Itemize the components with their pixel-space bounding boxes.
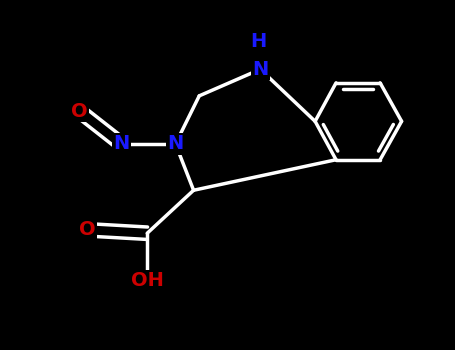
Text: N: N bbox=[113, 134, 129, 153]
Text: H: H bbox=[250, 32, 266, 50]
Text: O: O bbox=[79, 220, 96, 239]
Text: O: O bbox=[71, 102, 88, 121]
Text: N: N bbox=[167, 134, 184, 153]
Text: N: N bbox=[252, 60, 268, 79]
Text: OH: OH bbox=[131, 271, 164, 290]
